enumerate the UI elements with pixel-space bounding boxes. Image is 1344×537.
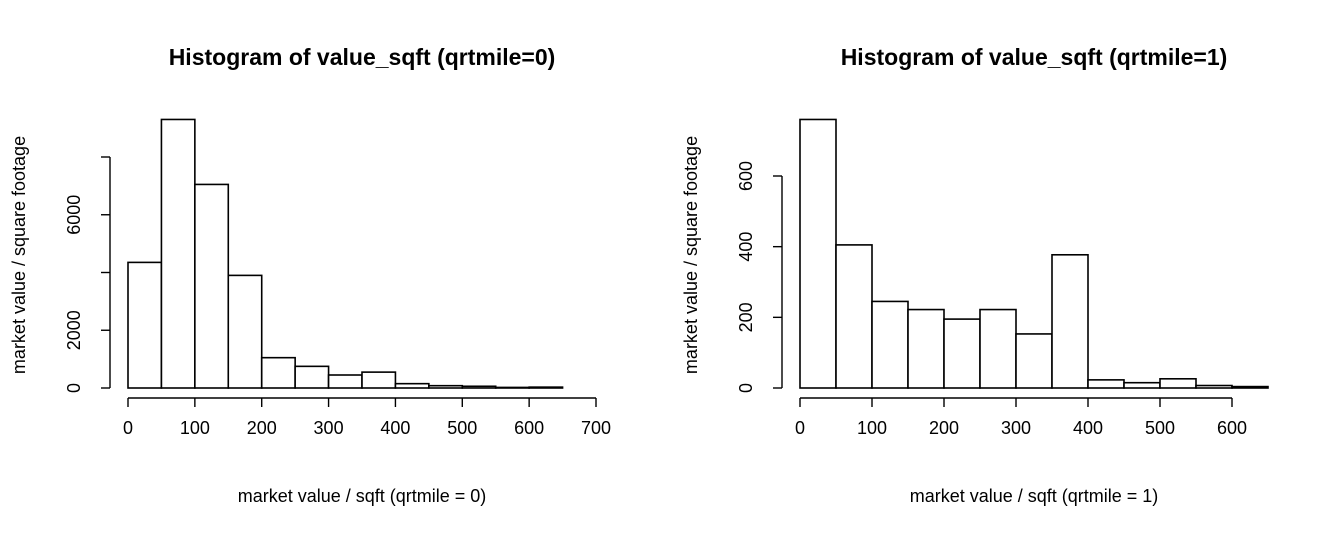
- x-tick-label: 500: [447, 418, 477, 438]
- histogram-bar: [494, 386, 530, 389]
- y-tick-label: 0: [64, 383, 84, 393]
- x-tick-label: 200: [929, 418, 959, 438]
- histogram-bar: [835, 244, 873, 389]
- histogram-panel-qrtmile-0: Histogram of value_sqft (qrtmile=0) mark…: [9, 44, 611, 506]
- chart-title: Histogram of value_sqft (qrtmile=1): [841, 44, 1228, 70]
- histogram-bar: [1159, 378, 1197, 389]
- y-axis: 0 2000 6000: [64, 156, 111, 393]
- y-tick-label: 2000: [64, 310, 84, 350]
- y-axis-label: market value / square footage: [681, 136, 701, 374]
- histogram-bar: [160, 118, 196, 389]
- x-tick-label: 600: [1217, 418, 1247, 438]
- x-tick-label: 100: [857, 418, 887, 438]
- histogram-bar: [1087, 379, 1125, 389]
- histogram-bar: [943, 318, 981, 389]
- histogram-bar: [428, 384, 464, 389]
- histogram-bar: [294, 365, 330, 389]
- x-axis-label: market value / sqft (qrtmile = 1): [910, 486, 1159, 506]
- histogram-bar: [1195, 384, 1233, 389]
- x-tick-label: 200: [247, 418, 277, 438]
- histogram-bar: [871, 300, 909, 389]
- histogram-bar: [260, 356, 296, 389]
- x-axis: 0 100 200 300 400 500 600: [795, 397, 1247, 438]
- histogram-bar: [1123, 381, 1161, 389]
- histogram-bar: [327, 374, 363, 389]
- y-tick-label: 600: [736, 161, 756, 191]
- x-tick-label: 700: [581, 418, 611, 438]
- x-axis: 0 100 200 300 400 500 600 700: [123, 397, 611, 438]
- y-axis-label: market value / square footage: [9, 136, 29, 374]
- x-tick-label: 300: [1001, 418, 1031, 438]
- x-tick-label: 500: [1145, 418, 1175, 438]
- y-tick-label: 6000: [64, 195, 84, 235]
- x-tick-label: 100: [180, 418, 210, 438]
- x-tick-label: 0: [123, 418, 133, 438]
- x-tick-label: 0: [795, 418, 805, 438]
- y-tick-label: 0: [736, 383, 756, 393]
- histogram-bars: [127, 118, 564, 389]
- histogram-bars: [799, 118, 1269, 389]
- histogram-bar: [1015, 333, 1053, 389]
- x-tick-label: 400: [1073, 418, 1103, 438]
- histogram-bar: [1231, 385, 1269, 389]
- histogram-bar: [461, 385, 497, 389]
- chart-title: Histogram of value_sqft (qrtmile=0): [169, 44, 556, 70]
- histogram-bar: [907, 308, 945, 389]
- y-tick-label: 200: [736, 302, 756, 332]
- histogram-bar: [194, 183, 230, 389]
- y-tick-label: 400: [736, 232, 756, 262]
- x-tick-label: 600: [514, 418, 544, 438]
- x-tick-label: 400: [380, 418, 410, 438]
- histogram-bar: [361, 371, 397, 389]
- histogram-bar: [528, 386, 564, 389]
- x-tick-label: 300: [314, 418, 344, 438]
- histogram-bar: [127, 261, 163, 389]
- histogram-bar: [1051, 253, 1089, 389]
- y-axis: 0 200 400 600: [736, 161, 783, 393]
- histogram-bar: [394, 382, 430, 389]
- x-axis-label: market value / sqft (qrtmile = 0): [238, 486, 487, 506]
- histogram-bar: [227, 274, 263, 389]
- histogram-panel-qrtmile-1: Histogram of value_sqft (qrtmile=1) mark…: [681, 44, 1269, 506]
- histogram-bar: [799, 118, 837, 389]
- histogram-bar: [979, 308, 1017, 389]
